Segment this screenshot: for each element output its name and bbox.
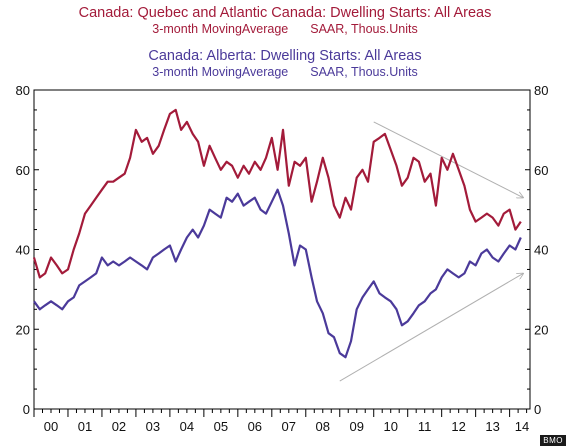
series2-subtitle-left: 3-month MovingAverage: [152, 65, 289, 79]
series1-title: Canada: Quebec and Atlantic Canada: Dwel…: [78, 5, 492, 21]
y-tick-label-left: 40: [16, 243, 30, 258]
x-tick-label: 05: [214, 419, 228, 434]
y-tick-label-right: 60: [534, 163, 548, 178]
series1-title-block: Canada: Quebec and Atlantic Canada: Dwel…: [0, 5, 570, 37]
y-tick-label-right: 80: [534, 83, 548, 98]
series2-title: Canada: Alberta: Dwelling Starts: All Ar…: [148, 48, 422, 64]
x-tick-label: 03: [146, 419, 160, 434]
trend-arrow-2: [339, 273, 523, 382]
x-tick-label: 14: [515, 419, 529, 434]
y-tick-label-left: 0: [23, 402, 30, 417]
series1-subtitle-left: 3-month MovingAverage: [152, 22, 289, 36]
series-line-1: [32, 108, 522, 279]
x-tick-label: 04: [180, 419, 194, 434]
source-credit: BMO: [540, 435, 566, 446]
x-tick-label: 02: [112, 419, 126, 434]
series1-subtitle: 3-month MovingAverage SAAR, Thous.Units: [0, 22, 570, 37]
x-tick-label: 01: [78, 419, 92, 434]
x-tick-label: 00: [44, 419, 58, 434]
series2-title-block: Canada: Alberta: Dwelling Starts: All Ar…: [0, 48, 570, 80]
series-line-2: [33, 188, 522, 359]
y-tick-label-left: 80: [16, 83, 30, 98]
x-tick-label: 09: [350, 419, 364, 434]
x-tick-label: 07: [282, 419, 296, 434]
y-tick-label-right: 0: [534, 402, 541, 417]
x-tick-label: 11: [418, 419, 432, 434]
x-tick-label: 12: [451, 419, 465, 434]
series2-subtitle-right: SAAR, Thous.Units: [310, 65, 418, 79]
x-tick-label: 10: [383, 419, 397, 434]
y-tick-label-left: 20: [16, 322, 30, 337]
y-tick-label-right: 20: [534, 322, 548, 337]
x-tick-label: 08: [316, 419, 330, 434]
series2-subtitle: 3-month MovingAverage SAAR, Thous.Units: [0, 65, 570, 80]
trend-arrow-1: [373, 121, 523, 198]
y-tick-label-right: 40: [534, 243, 548, 258]
x-tick-label: 13: [485, 419, 499, 434]
y-tick-label-left: 60: [16, 163, 30, 178]
x-tick-label: 06: [248, 419, 262, 434]
series1-subtitle-right: SAAR, Thous.Units: [310, 22, 418, 36]
